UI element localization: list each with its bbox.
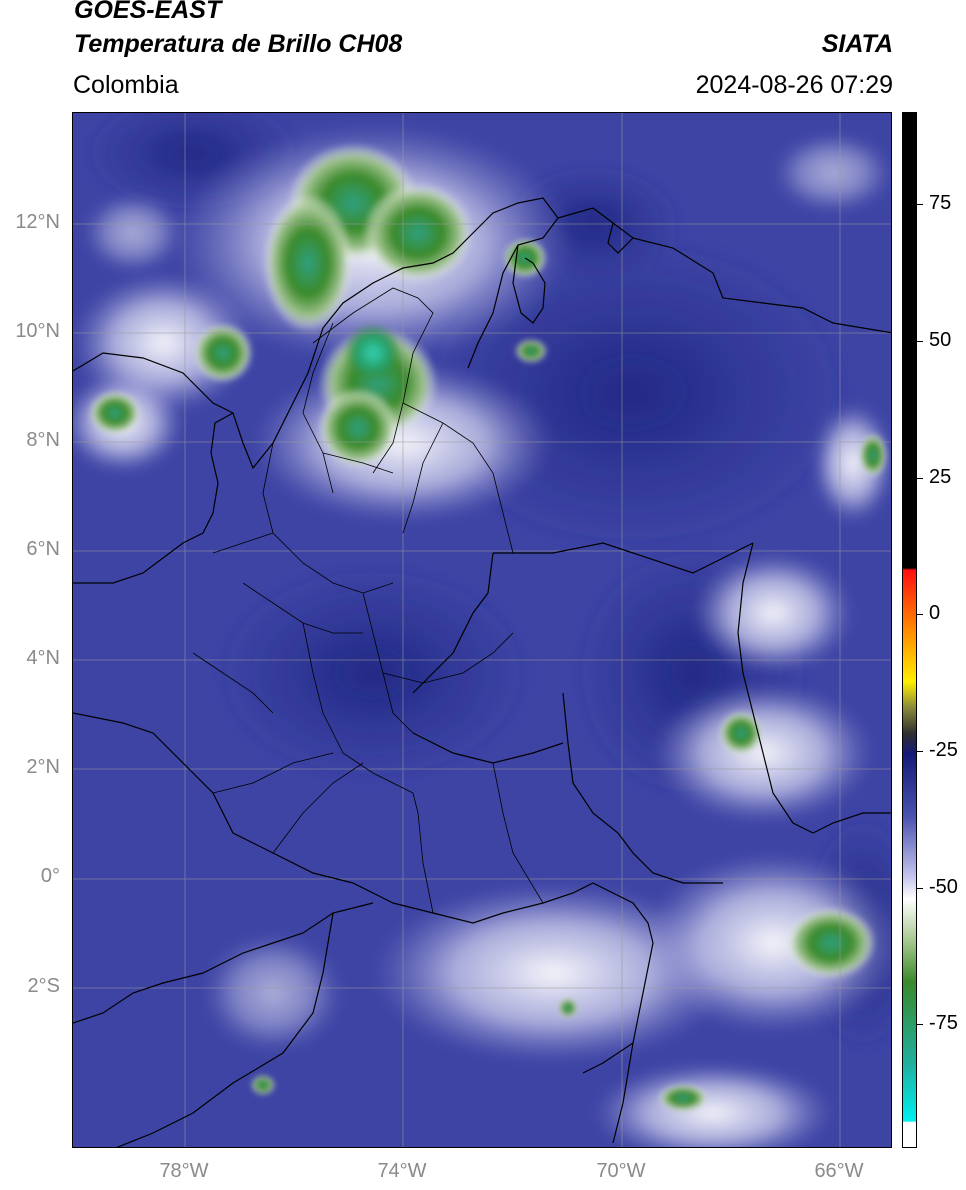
lat-tick-12n: 12°N bbox=[15, 211, 60, 233]
colorbar-tick-0 bbox=[917, 614, 923, 615]
product-title: Temperatura de Brillo CH08 bbox=[74, 30, 403, 58]
colorbar-tick-neg25 bbox=[917, 751, 923, 752]
colorbar-label-50: 50 bbox=[929, 329, 952, 351]
lat-tick-0: 0° bbox=[40, 865, 60, 887]
colorbar-tick-neg75 bbox=[917, 1024, 923, 1025]
lon-tick-78w: 78°W bbox=[159, 1160, 209, 1182]
satellite-map[interactable] bbox=[72, 112, 892, 1148]
colorbar-label-0: 0 bbox=[929, 602, 941, 624]
colorbar-label-25: 25 bbox=[929, 466, 952, 488]
lat-tick-4n: 4°N bbox=[26, 647, 60, 669]
coastlines-borders bbox=[73, 197, 891, 1147]
satellite-title: GOES-EAST bbox=[74, 0, 222, 24]
datetime-label: 2024-08-26 07:29 bbox=[695, 71, 893, 99]
agency-label: SIATA bbox=[821, 30, 893, 58]
colorbar bbox=[902, 112, 917, 1148]
colorbar-label-neg50: -50 bbox=[929, 876, 958, 898]
lat-tick-10n: 10°N bbox=[15, 320, 60, 342]
colorbar-gradient bbox=[903, 113, 916, 1147]
graticule bbox=[73, 113, 891, 1147]
lat-tick-2n: 2°N bbox=[26, 756, 60, 778]
colorbar-tick-25 bbox=[917, 478, 923, 479]
colorbar-tick-neg50 bbox=[917, 888, 923, 889]
colorbar-label-neg25: -25 bbox=[929, 739, 958, 761]
lon-tick-70w: 70°W bbox=[596, 1160, 646, 1182]
lat-tick-8n: 8°N bbox=[26, 429, 60, 451]
region-label: Colombia bbox=[73, 71, 179, 99]
department-boundaries bbox=[192, 287, 544, 914]
lon-tick-74w: 74°W bbox=[377, 1160, 427, 1182]
colorbar-tick-75 bbox=[917, 204, 923, 205]
lat-tick-2s: 2°S bbox=[27, 975, 60, 997]
colorbar-label-neg75: -75 bbox=[929, 1012, 958, 1034]
colorbar-label-75: 75 bbox=[929, 192, 952, 214]
colorbar-tick-50 bbox=[917, 341, 923, 342]
convective-cores bbox=[89, 143, 887, 1112]
map-canvas bbox=[73, 113, 891, 1147]
lat-tick-6n: 6°N bbox=[26, 538, 60, 560]
lon-tick-66w: 66°W bbox=[814, 1160, 864, 1182]
